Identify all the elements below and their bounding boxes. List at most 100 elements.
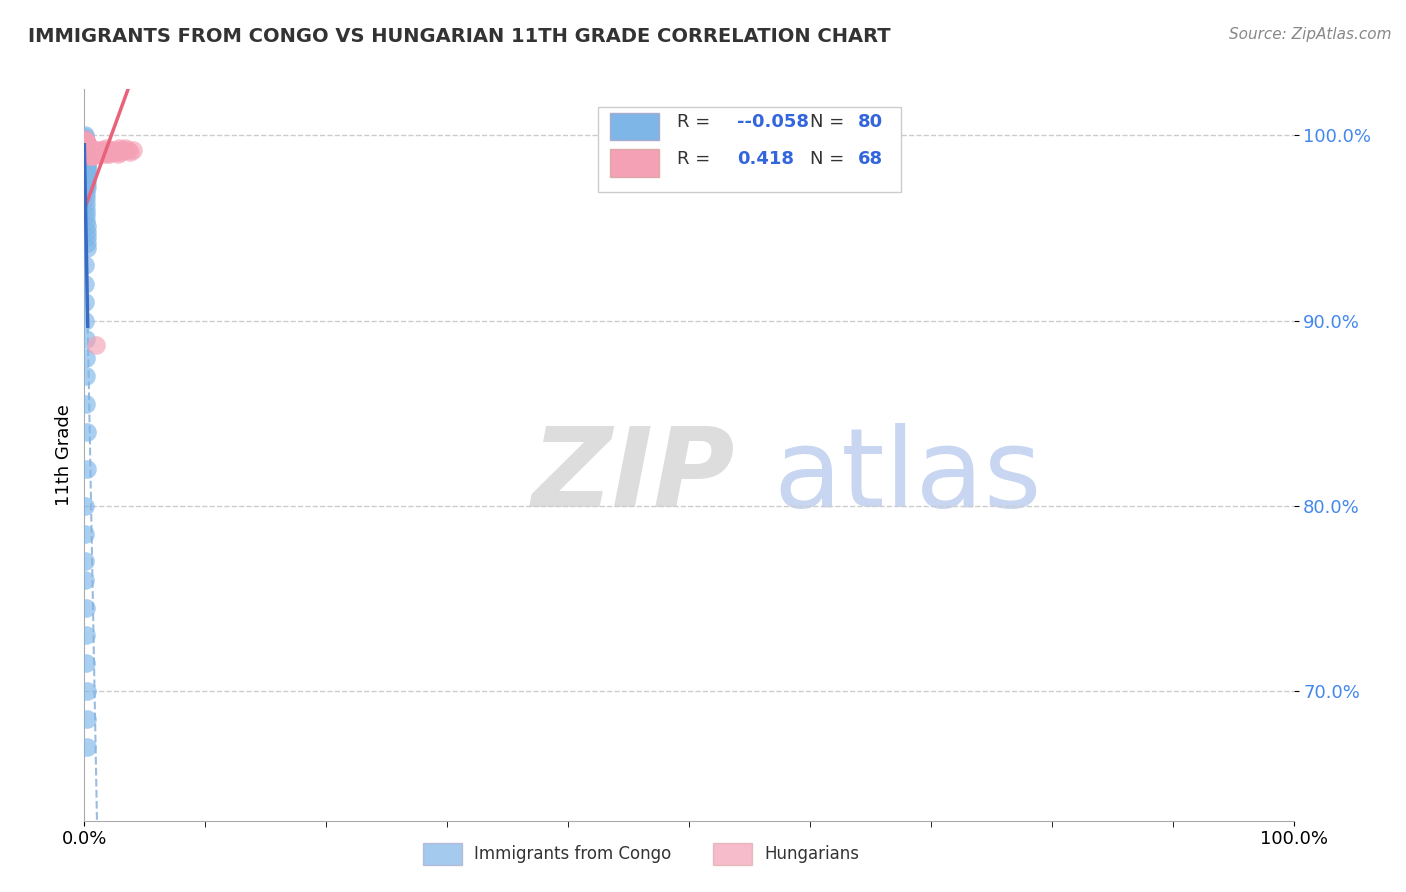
Point <box>77 144 100 158</box>
Point <box>75 139 97 153</box>
Point <box>76 175 98 189</box>
Point <box>86 337 108 351</box>
Text: N =: N = <box>810 113 849 131</box>
Point <box>76 141 98 155</box>
Point <box>75 147 97 161</box>
Text: 0.418: 0.418 <box>737 150 794 168</box>
Point <box>117 144 139 158</box>
Point <box>75 151 97 165</box>
Text: --0.058: --0.058 <box>737 113 810 131</box>
Point <box>73 136 96 150</box>
Point <box>76 242 98 256</box>
Point <box>76 141 98 155</box>
Point <box>79 147 101 161</box>
Point <box>105 144 128 158</box>
Point <box>75 137 97 152</box>
Text: 68: 68 <box>858 150 883 168</box>
Point <box>86 147 108 161</box>
Point <box>75 295 97 310</box>
Point <box>75 628 97 642</box>
Point <box>75 154 97 169</box>
Point <box>75 397 97 411</box>
Point <box>77 141 100 155</box>
Point <box>75 144 97 158</box>
Text: Hungarians: Hungarians <box>763 845 859 863</box>
Point <box>75 158 97 172</box>
Text: IMMIGRANTS FROM CONGO VS HUNGARIAN 11TH GRADE CORRELATION CHART: IMMIGRANTS FROM CONGO VS HUNGARIAN 11TH … <box>28 27 891 45</box>
Point <box>100 145 122 160</box>
Point <box>75 137 97 152</box>
Point <box>75 153 97 167</box>
Point <box>79 144 101 158</box>
Point <box>112 144 135 158</box>
Point <box>96 145 118 160</box>
Point <box>75 147 97 161</box>
Point <box>107 147 129 161</box>
Point <box>110 145 132 160</box>
Point <box>73 141 96 155</box>
Point <box>73 526 96 541</box>
Point <box>73 277 96 291</box>
Point <box>84 144 107 158</box>
Point <box>73 136 96 150</box>
Point <box>121 144 143 158</box>
Point <box>84 145 107 160</box>
Point <box>76 180 98 194</box>
Point <box>75 149 97 163</box>
Point <box>75 153 97 167</box>
Text: N =: N = <box>810 150 849 168</box>
Point <box>76 219 98 234</box>
Point <box>75 134 97 148</box>
Point <box>75 180 97 194</box>
Point <box>75 163 97 178</box>
Point <box>73 147 96 161</box>
Point <box>75 213 97 227</box>
Point <box>75 197 97 211</box>
Point <box>76 151 98 165</box>
Point <box>75 139 97 153</box>
Point <box>75 151 97 165</box>
Point <box>75 134 97 148</box>
Point <box>76 158 98 172</box>
Point <box>76 165 98 179</box>
Point <box>76 230 98 244</box>
Point <box>90 144 112 158</box>
Point <box>75 175 97 189</box>
Point <box>75 134 97 148</box>
Point <box>76 684 98 698</box>
Point <box>76 141 98 155</box>
Point <box>73 132 96 146</box>
Point <box>82 145 104 160</box>
Point <box>76 161 98 176</box>
FancyBboxPatch shape <box>713 843 752 864</box>
Point <box>79 149 101 163</box>
Point <box>82 147 104 161</box>
Point <box>114 141 136 155</box>
Point <box>73 141 96 155</box>
Point <box>76 739 98 754</box>
Point <box>75 657 97 671</box>
Point <box>75 351 97 365</box>
Point <box>83 145 105 160</box>
Point <box>104 145 127 160</box>
Point <box>73 128 96 143</box>
Point <box>73 258 96 272</box>
Text: atlas: atlas <box>773 424 1042 531</box>
Point <box>75 186 97 200</box>
Point <box>75 137 97 152</box>
Point <box>75 573 97 587</box>
Text: R =: R = <box>676 113 716 131</box>
Point <box>93 144 115 158</box>
Point <box>77 139 100 153</box>
Point <box>76 169 98 184</box>
Point <box>76 425 98 439</box>
Point <box>83 147 105 161</box>
Point <box>76 139 98 153</box>
Point <box>75 208 97 222</box>
Point <box>76 225 98 239</box>
Point <box>98 144 121 158</box>
Point <box>75 202 97 217</box>
Point <box>94 147 117 161</box>
Point <box>94 145 117 160</box>
Point <box>75 332 97 346</box>
